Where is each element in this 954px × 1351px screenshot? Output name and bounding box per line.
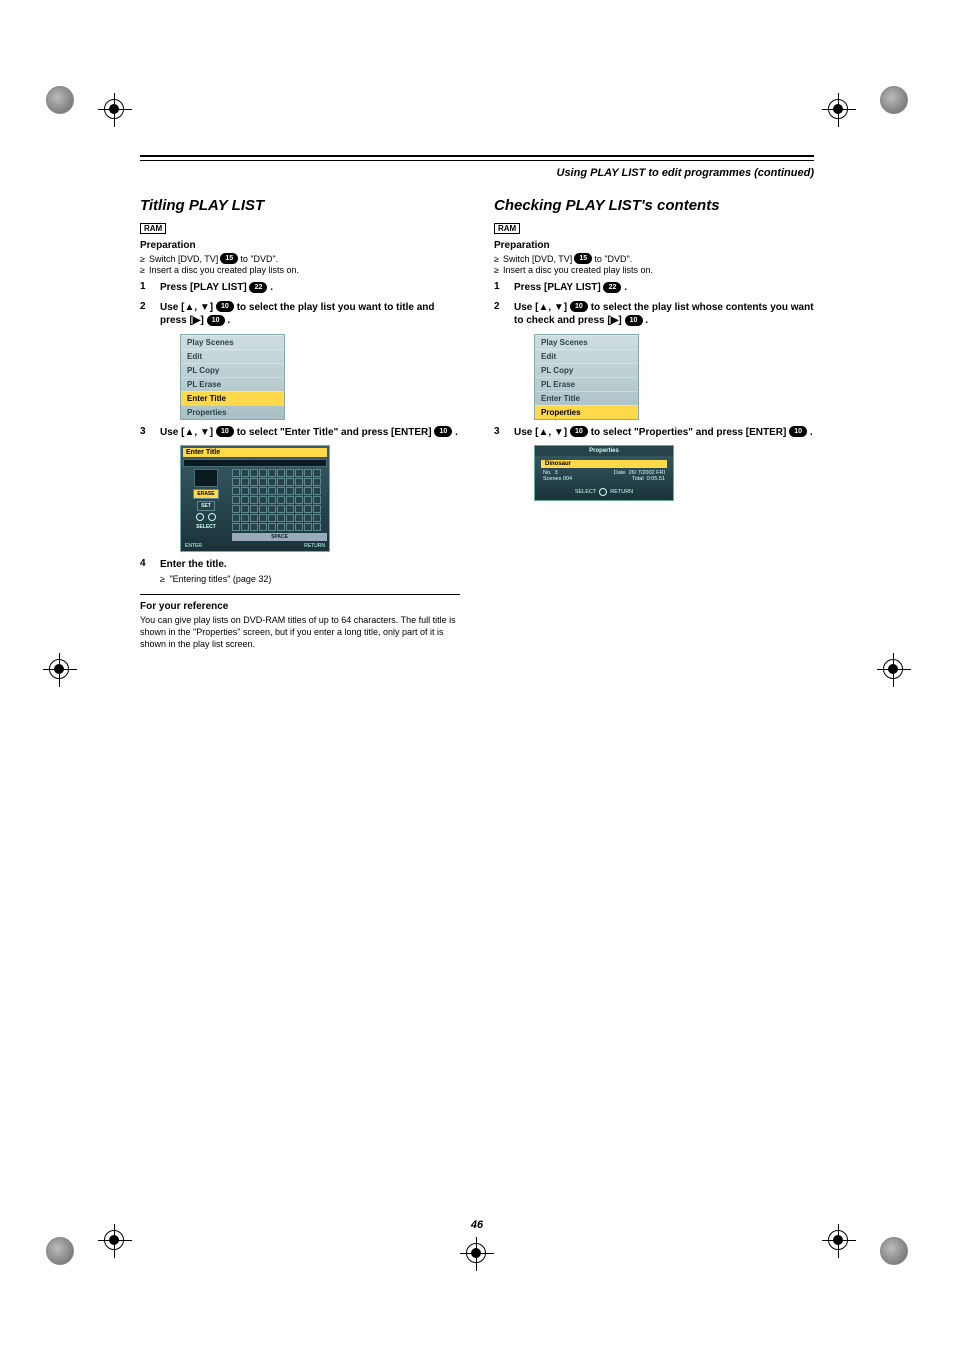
button-ref-pill: 15 — [220, 253, 238, 264]
preview-thumb — [194, 469, 218, 487]
enter-title-screenshot: Enter Title ERASE SET SELECT — [180, 445, 330, 552]
page-number: 46 — [0, 1219, 954, 1231]
ui-header: Enter Title — [183, 448, 327, 457]
preparation-heading: Preparation — [494, 240, 814, 251]
menu-item: Enter Title — [535, 391, 638, 405]
return-label: RETURN — [304, 543, 325, 549]
registration-mark — [460, 1237, 494, 1271]
step-text: Use [▲, ▼] 10 to select the play list wh… — [514, 301, 814, 328]
menu-item: Enter Title — [181, 391, 284, 405]
button-ref-pill: 10 — [625, 315, 643, 326]
text: Switch [DVD, TV] — [149, 254, 218, 264]
step: 3 Use [▲, ▼] 10 to select "Properties" a… — [494, 426, 814, 502]
menu-item: PL Erase — [535, 377, 638, 391]
button-ref-pill: 10 — [216, 301, 234, 312]
rule — [140, 155, 814, 157]
step-number: 2 — [140, 301, 150, 420]
button-ref-pill: 10 — [789, 426, 807, 437]
step-number: 3 — [140, 426, 150, 553]
section-title: Checking PLAY LIST's contents — [494, 197, 814, 214]
prep-item: Switch [DVD, TV] 15 to "DVD". — [140, 253, 460, 264]
step-text: Use [▲, ▼] 10 to select the play list yo… — [160, 301, 460, 328]
ui-header: Properties — [535, 446, 673, 456]
text: to "DVD". — [594, 254, 632, 264]
menu-item: Properties — [181, 405, 284, 419]
button-ref-pill: 10 — [434, 426, 452, 437]
keyboard-grid — [232, 469, 327, 531]
step-text: Use [▲, ▼] 10 to select "Properties" and… — [514, 426, 814, 440]
select-label: SELECT — [575, 489, 596, 495]
crop-mark — [864, 70, 924, 130]
select-label: SELECT — [193, 523, 219, 531]
reference-body: You can give play lists on DVD-RAM title… — [140, 614, 460, 650]
button-ref-pill: 10 — [570, 301, 588, 312]
rule — [140, 160, 814, 161]
erase-button: ERASE — [193, 489, 218, 499]
text: Switch [DVD, TV] — [503, 254, 572, 264]
running-header: Using PLAY LIST to edit programmes (cont… — [140, 167, 814, 179]
button-ref-pill: 10 — [207, 315, 225, 326]
button-ref-pill: 22 — [603, 282, 621, 293]
registration-mark — [30, 640, 90, 700]
menu-item: Play Scenes — [181, 335, 284, 349]
ram-badge: RAM — [494, 223, 520, 234]
step-number: 1 — [494, 281, 504, 295]
left-column: Titling PLAY LIST RAM Preparation Switch… — [140, 197, 460, 650]
prep-item: Switch [DVD, TV] 15 to "DVD". — [494, 253, 814, 264]
right-column: Checking PLAY LIST's contents RAM Prepar… — [494, 197, 814, 650]
menu-item: PL Copy — [181, 363, 284, 377]
button-ref-pill: 10 — [216, 426, 234, 437]
menu-item: Edit — [181, 349, 284, 363]
text: to "DVD". — [240, 254, 278, 264]
onscreen-menu: Play ScenesEditPL CopyPL EraseEnter Titl… — [180, 334, 285, 420]
step-note: "Entering titles" (page 32) — [160, 574, 460, 584]
step-text: Press [PLAY LIST] 22 . — [514, 281, 814, 295]
step: 2 Use [▲, ▼] 10 to select the play list … — [140, 301, 460, 420]
prep-item: Insert a disc you created play lists on. — [140, 265, 460, 275]
menu-item: Play Scenes — [535, 335, 638, 349]
step-number: 1 — [140, 281, 150, 295]
step-number: 2 — [494, 301, 504, 420]
menu-item: Properties — [535, 405, 638, 419]
button-ref-pill: 15 — [574, 253, 592, 264]
step-number: 3 — [494, 426, 504, 502]
text: Insert a disc you created play lists on. — [149, 265, 299, 275]
ui-title-field: Dinosaur — [541, 460, 667, 468]
section-title: Titling PLAY LIST — [140, 197, 460, 214]
step: 1 Press [PLAY LIST] 22 . — [140, 281, 460, 295]
step-text: Use [▲, ▼] 10 to select "Enter Title" an… — [160, 426, 460, 440]
page-content: Using PLAY LIST to edit programmes (cont… — [140, 155, 814, 650]
button-ref-pill: 10 — [570, 426, 588, 437]
space-key: SPACE — [232, 533, 327, 541]
rule — [140, 594, 460, 595]
ram-badge: RAM — [140, 223, 166, 234]
button-ref-pill: 22 — [249, 282, 267, 293]
menu-item: Edit — [535, 349, 638, 363]
step: 3 Use [▲, ▼] 10 to select "Enter Title" … — [140, 426, 460, 553]
text: Insert a disc you created play lists on. — [503, 265, 653, 275]
step-text: Enter the title. — [160, 558, 460, 572]
reference-heading: For your reference — [140, 601, 460, 612]
enter-label: ENTER — [185, 543, 202, 549]
preparation-heading: Preparation — [140, 240, 460, 251]
menu-item: PL Copy — [535, 363, 638, 377]
prep-item: Insert a disc you created play lists on. — [494, 265, 814, 275]
onscreen-menu: Play ScenesEditPL CopyPL EraseEnter Titl… — [534, 334, 639, 420]
step: 1 Press [PLAY LIST] 22 . — [494, 281, 814, 295]
registration-mark — [85, 80, 145, 140]
step: 2 Use [▲, ▼] 10 to select the play list … — [494, 301, 814, 420]
step-text: Press [PLAY LIST] 22 . — [160, 281, 460, 295]
properties-screenshot: Properties Dinosaur No. 3 Date 26/ 7/200… — [534, 445, 674, 501]
step-number: 4 — [140, 558, 150, 584]
crop-mark — [30, 70, 90, 130]
menu-item: PL Erase — [181, 377, 284, 391]
registration-mark — [864, 640, 924, 700]
registration-mark — [809, 80, 869, 140]
set-button: SET — [197, 501, 215, 511]
return-label: RETURN — [610, 489, 633, 495]
step: 4 Enter the title. "Entering titles" (pa… — [140, 558, 460, 584]
